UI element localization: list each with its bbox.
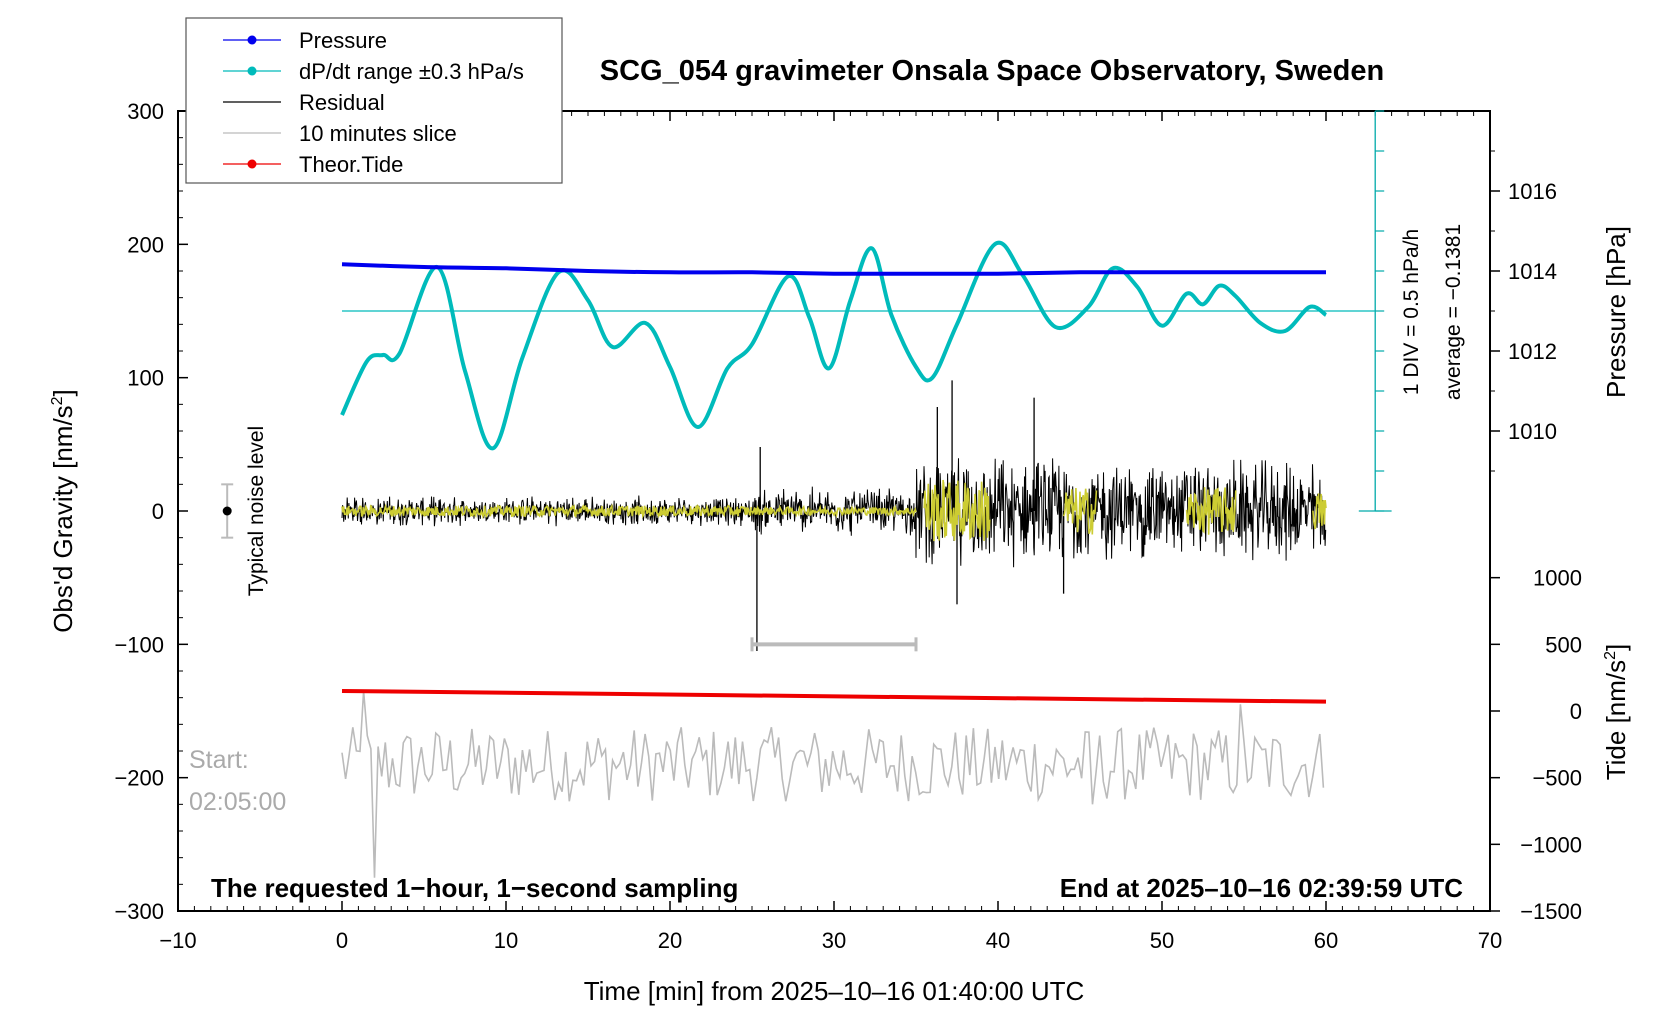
y-tick-label: −200 (114, 766, 164, 791)
noise-level-indicator (221, 483, 234, 539)
y-tick-labels: −300 −200 −100 0 100 200 300 (114, 99, 164, 924)
noise-level-label: Typical noise level (245, 426, 268, 596)
x-tick-labels: −10 0 10 20 30 40 50 60 70 (159, 928, 1502, 953)
tide-line (341, 689, 1327, 704)
tide-tick-label: −500 (1532, 766, 1582, 791)
tide-tick-label: 1000 (1533, 566, 1582, 591)
y-tick-label: 0 (152, 499, 164, 524)
legend-label: Pressure (299, 28, 387, 53)
residual-slice-line (1185, 487, 1237, 535)
x-axis-label: Time [min] from 2025–10–16 01:40:00 UTC (584, 976, 1085, 1006)
y-axis-label-sup: 2 (49, 396, 66, 405)
tide-tick-labels: 1000 500 0 −500 −1000 −1500 (1520, 566, 1582, 924)
legend-label: dP/dt range ±0.3 hPa/s (299, 59, 524, 84)
residual-slice-line (1312, 493, 1327, 530)
y-tick-label: 300 (127, 99, 164, 124)
y-tick-label: 100 (127, 366, 164, 391)
x-tick-label: 30 (822, 928, 846, 953)
axis-ticks (177, 110, 1500, 912)
pressure-tick-label: 1014 (1508, 259, 1557, 284)
legend-items: Pressure dP/dt range ±0.3 hPa/s Residual 10… (223, 28, 524, 177)
slice-line (341, 690, 1325, 878)
legend-marker (247, 35, 257, 45)
bottom-right-note: End at 2025–10–16 02:39:59 UTC (1060, 873, 1463, 903)
tide-axis-label-sup: 2 (1602, 651, 1619, 660)
tide-tick-label: −1000 (1520, 832, 1582, 857)
x-tick-label: 40 (986, 928, 1010, 953)
x-tick-label: 50 (1150, 928, 1174, 953)
pressure-tick-label: 1010 (1508, 419, 1557, 444)
legend-label: 10 minutes slice (299, 121, 457, 146)
pressure-tick-labels: 1010 1012 1014 1016 (1508, 179, 1557, 444)
x-tick-label: 10 (494, 928, 518, 953)
y-tick-label: −300 (114, 899, 164, 924)
chart-title: SCG_054 gravimeter Onsala Space Observat… (600, 55, 1384, 87)
x-tick-label: −10 (159, 928, 196, 953)
legend-box (185, 17, 563, 184)
tide-axis-label: Tide [nm/s2] (1601, 644, 1631, 781)
pressure-line (341, 262, 1326, 276)
dpdt-line (340, 240, 1328, 451)
tide-tick-label: 0 (1570, 699, 1582, 724)
legend-label: Residual (299, 90, 385, 115)
bottom-left-note: The requested 1−hour, 1−second sampling (211, 873, 738, 903)
residual-slice-line (1062, 487, 1098, 535)
y-axis-label-close: ] (48, 389, 78, 396)
average-label: average = −0.1381 (1442, 224, 1465, 400)
x-tick-label: 20 (658, 928, 682, 953)
residual-slice-line (341, 503, 752, 520)
tide-tick-label: −1500 (1520, 899, 1582, 924)
series-group (340, 240, 1376, 878)
legend: Pressure dP/dt range ±0.3 hPa/s Residual 10… (185, 17, 563, 184)
y-axis-label-left: Obs'd Gravity [nm/s2] (48, 389, 78, 633)
pressure-tick-label: 1016 (1508, 179, 1557, 204)
x-tick-label: 60 (1314, 928, 1338, 953)
y-axis-label-text: Obs'd Gravity [nm/s (48, 405, 78, 632)
residual-line (341, 458, 1327, 568)
legend-marker (247, 66, 257, 76)
residual-slice-line (923, 479, 991, 542)
residual-slice-line (751, 504, 917, 519)
y-tick-label: 200 (127, 232, 164, 257)
pressure-tick-label: 1012 (1508, 339, 1557, 364)
tide-axis-label-close: ] (1601, 644, 1631, 651)
div-label: 1 DIV = 0.5 hPa/h (1400, 229, 1423, 395)
start-time: 02:05:00 (189, 788, 286, 816)
x-tick-label: 0 (336, 928, 348, 953)
tide-axis-label-text: Tide [nm/s (1601, 660, 1631, 780)
start-label: Start: (189, 746, 249, 774)
legend-marker (247, 159, 257, 169)
y-tick-label: −100 (114, 632, 164, 657)
x-tick-label: 70 (1478, 928, 1502, 953)
tide-tick-label: 500 (1545, 632, 1582, 657)
pressure-axis-label: Pressure [hPa] (1601, 226, 1631, 398)
legend-label: Theor.Tide (299, 152, 403, 177)
noise-dot (222, 506, 232, 516)
